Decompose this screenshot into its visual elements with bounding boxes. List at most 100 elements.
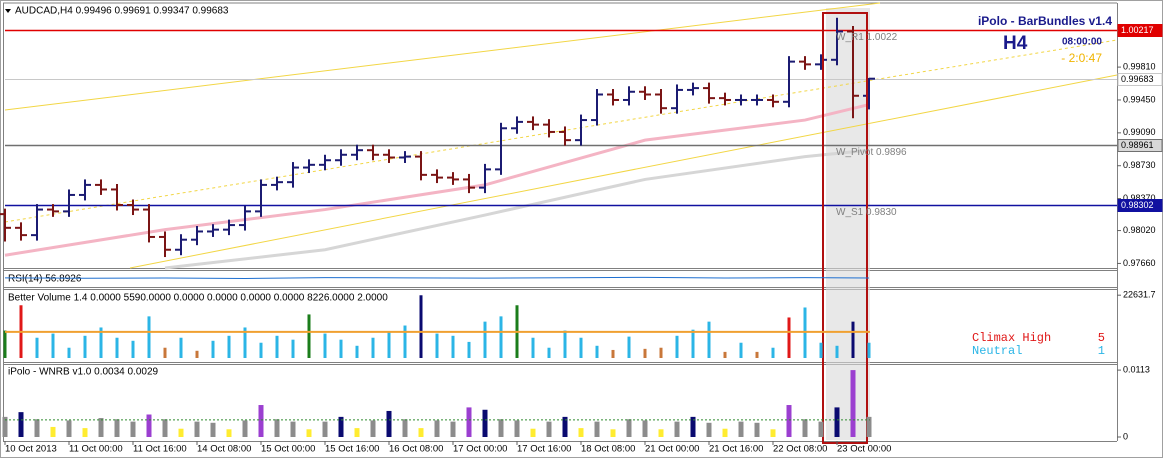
bar bbox=[563, 330, 567, 358]
level-label-box bbox=[1117, 73, 1163, 86]
channel-lines bbox=[4, 2, 1118, 269]
legend-count: 5 bbox=[1098, 331, 1105, 345]
highlight-shadow bbox=[826, 8, 870, 440]
bar bbox=[146, 414, 152, 437]
bar bbox=[130, 421, 136, 437]
wnrb-title: iPolo - WNRB v1.0 0.0034 0.0029 bbox=[8, 367, 159, 378]
bar bbox=[659, 347, 663, 358]
bar bbox=[2, 416, 8, 437]
bar bbox=[242, 420, 248, 437]
bar bbox=[82, 428, 88, 437]
bar bbox=[387, 331, 391, 358]
highlight-box bbox=[822, 12, 868, 444]
bar bbox=[482, 409, 488, 437]
bar bbox=[483, 321, 487, 358]
bar bbox=[131, 340, 135, 358]
bar bbox=[178, 428, 184, 437]
level-tag: W_S1 0.9830 bbox=[836, 207, 897, 218]
bar bbox=[194, 421, 200, 437]
bar bbox=[530, 428, 536, 437]
x-tick-label: 14 Oct 08:00 bbox=[197, 444, 251, 455]
bar bbox=[546, 421, 552, 437]
bar bbox=[243, 327, 247, 358]
legend-count: 1 bbox=[1098, 344, 1105, 358]
level-label-box bbox=[1117, 199, 1163, 212]
bar bbox=[210, 422, 216, 437]
menu-arrow bbox=[5, 9, 11, 13]
x-tick-label: 18 Oct 08:00 bbox=[581, 444, 635, 455]
bar bbox=[163, 347, 167, 358]
bar bbox=[51, 333, 55, 358]
bar bbox=[835, 345, 839, 358]
bar bbox=[595, 345, 599, 358]
bar bbox=[371, 337, 375, 358]
bar bbox=[786, 405, 792, 437]
bar bbox=[34, 419, 40, 437]
bar bbox=[610, 429, 616, 437]
level-label: 1.00217 bbox=[1121, 25, 1154, 35]
x-tick-label: 10 Oct 2013 bbox=[5, 444, 57, 455]
bar bbox=[802, 419, 808, 437]
bar bbox=[498, 419, 504, 437]
bar bbox=[306, 429, 312, 437]
bar bbox=[274, 419, 280, 437]
x-tick-label: 17 Oct 00:00 bbox=[453, 444, 507, 455]
bar bbox=[691, 329, 695, 358]
bar bbox=[579, 337, 583, 358]
y-tick-label: 0.0113 bbox=[1123, 364, 1150, 374]
bar bbox=[50, 426, 56, 437]
x-tick-label: 11 Oct 16:00 bbox=[133, 444, 187, 455]
x-tick-label: 22 Oct 08:00 bbox=[773, 444, 827, 455]
bar bbox=[866, 416, 872, 437]
bar bbox=[819, 342, 823, 358]
y-tick-label: 0.98370 bbox=[1123, 193, 1156, 203]
bar bbox=[834, 407, 840, 437]
bar bbox=[531, 337, 535, 358]
time-remaining: - 2:0:47 bbox=[1061, 51, 1102, 65]
bar bbox=[466, 407, 472, 437]
bar bbox=[403, 325, 407, 358]
bar bbox=[642, 420, 648, 437]
level-tag: W_Pivot 0.9896 bbox=[836, 147, 907, 158]
y-tick-label: 0.97660 bbox=[1123, 258, 1156, 268]
bar bbox=[83, 335, 87, 358]
bar bbox=[339, 339, 343, 358]
bar bbox=[722, 428, 728, 437]
bar-time: 08:00:00 bbox=[1062, 37, 1102, 48]
x-tick-label: 15 Oct 16:00 bbox=[325, 444, 379, 455]
bar bbox=[851, 321, 855, 358]
bar bbox=[226, 429, 232, 437]
bar bbox=[370, 420, 376, 437]
bar bbox=[195, 350, 199, 358]
bar bbox=[258, 405, 264, 437]
bar bbox=[211, 340, 215, 358]
bar bbox=[291, 339, 295, 358]
legend-label: Climax High bbox=[972, 331, 1051, 345]
bar bbox=[450, 421, 456, 437]
bar bbox=[114, 419, 120, 437]
rsi-title: RSI(14) 56.8926 bbox=[8, 274, 82, 285]
y-tick-label: 0.98020 bbox=[1123, 225, 1156, 235]
bar bbox=[3, 330, 7, 358]
bar bbox=[499, 316, 503, 358]
bar bbox=[594, 421, 600, 437]
bar bbox=[723, 351, 727, 358]
legend-label: Neutral bbox=[972, 344, 1022, 358]
bar bbox=[770, 429, 776, 437]
bar bbox=[419, 295, 423, 358]
bar bbox=[354, 428, 360, 437]
bar bbox=[435, 333, 439, 358]
level-label-box bbox=[1117, 139, 1163, 152]
bar bbox=[658, 429, 664, 437]
x-tick-label: 11 Oct 00:00 bbox=[69, 444, 123, 455]
bar bbox=[787, 317, 791, 358]
bar bbox=[402, 419, 408, 437]
level-label: 0.98302 bbox=[1121, 200, 1154, 210]
bar bbox=[18, 412, 24, 437]
bar bbox=[627, 336, 631, 358]
bar bbox=[290, 421, 296, 437]
x-tick-label: 21 Oct 00:00 bbox=[645, 444, 699, 455]
